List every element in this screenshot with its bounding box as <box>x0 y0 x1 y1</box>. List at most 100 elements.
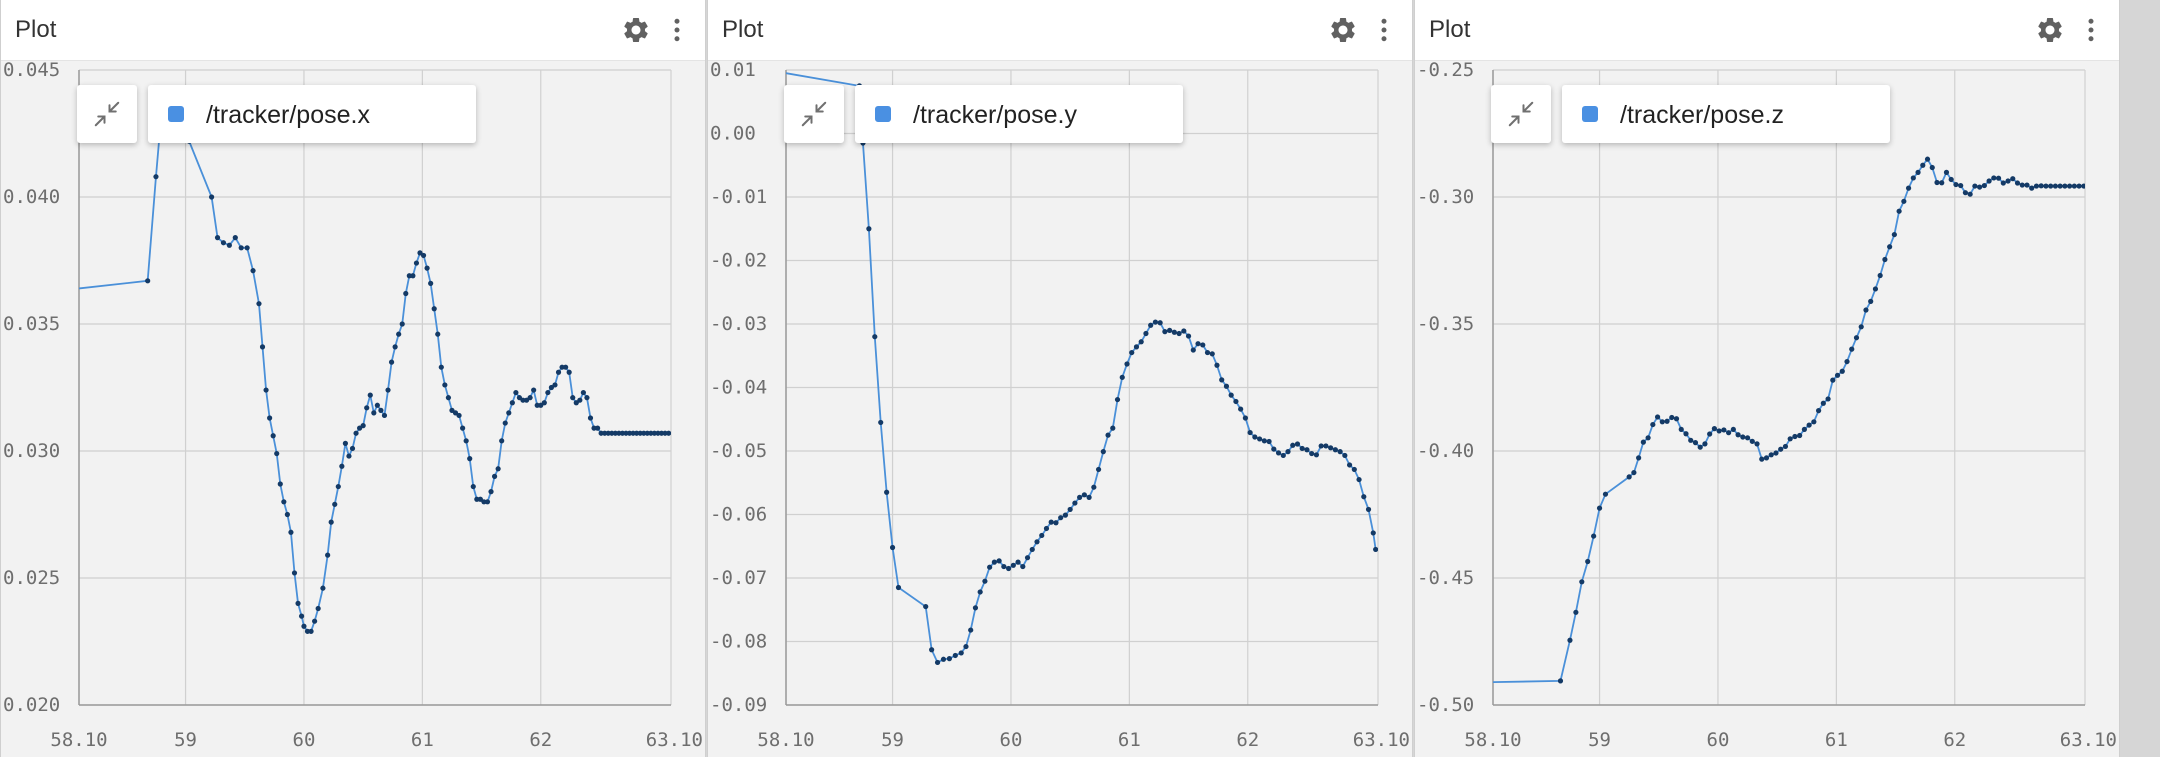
data-point <box>1602 491 1609 497</box>
data-point <box>1152 319 1159 325</box>
data-point <box>2024 182 2030 188</box>
y-tick-label: -0.05 <box>710 440 767 462</box>
data-point <box>1185 333 1192 339</box>
gear-icon[interactable] <box>2035 15 2065 45</box>
data-point <box>1702 441 1708 447</box>
data-point <box>1261 438 1267 444</box>
legend-series-label[interactable]: /tracker/pose.x <box>206 101 370 129</box>
data-point <box>598 430 604 436</box>
data-point <box>1958 182 1964 189</box>
data-point <box>1167 327 1173 333</box>
data-point <box>385 387 391 393</box>
legend-swatch[interactable] <box>1582 106 1598 122</box>
data-point <box>1820 400 1826 406</box>
collapse-legend-button[interactable] <box>77 85 137 143</box>
data-point <box>630 430 636 436</box>
data-point <box>1849 346 1855 352</box>
data-point <box>1285 449 1291 455</box>
data-point <box>1792 433 1798 440</box>
x-tick-label: 60 <box>1707 729 1730 751</box>
data-point <box>577 397 583 403</box>
plot-area[interactable]: -0.50 -0.45 -0.40 -0.35 -0.30 -0.25 58.10 59 60 6… <box>1415 0 2120 757</box>
vertical-dots-icon[interactable] <box>2076 15 2106 45</box>
data-point <box>378 407 384 413</box>
data-point <box>866 226 872 232</box>
data-point <box>1294 441 1301 447</box>
x-tick-label: 63.10 <box>646 729 703 751</box>
data-point <box>587 415 594 421</box>
data-point <box>1072 500 1078 506</box>
data-point <box>1053 520 1059 526</box>
x-tick-label: 61 <box>1118 729 1141 751</box>
data-point <box>1579 579 1585 585</box>
x-tick-label: 58.10 <box>757 729 814 751</box>
data-point <box>420 252 427 259</box>
y-tick-label: 0.020 <box>3 694 60 716</box>
data-point <box>1744 435 1751 441</box>
data-point <box>315 605 321 612</box>
data-point <box>1110 425 1116 431</box>
data-point <box>1557 678 1564 684</box>
panel-header: Plot <box>708 0 1412 61</box>
data-point <box>580 389 586 396</box>
gear-icon[interactable] <box>1328 15 1358 45</box>
data-point <box>534 402 540 408</box>
data-point <box>1048 519 1054 525</box>
data-point <box>1143 330 1149 337</box>
data-point <box>1977 184 1983 190</box>
data-point <box>1228 392 1234 398</box>
vertical-dots-icon[interactable] <box>662 15 692 45</box>
plot-area[interactable]: -0.09 -0.08 -0.07 -0.06 -0.05 -0.04 -0.03 -0.02… <box>708 0 1413 757</box>
plot-area[interactable]: 0.020 0.025 0.030 0.035 0.040 0.045 58.10 59 60 6… <box>1 0 706 757</box>
legend-swatch[interactable] <box>875 106 891 122</box>
collapse-legend-button[interactable] <box>784 85 844 143</box>
data-point <box>274 450 280 457</box>
y-tick-label: 0.040 <box>3 186 60 208</box>
data-point <box>1697 444 1703 450</box>
data-point <box>1953 181 1959 188</box>
panel-title: Plot <box>722 16 764 43</box>
data-point <box>1209 351 1215 357</box>
data-point <box>399 321 405 327</box>
data-point <box>1252 434 1258 440</box>
y-tick-label: 0.045 <box>3 59 60 81</box>
data-point <box>889 544 896 551</box>
data-point <box>1290 442 1296 448</box>
vertical-dots-icon[interactable] <box>1369 15 1399 45</box>
data-point <box>594 425 601 431</box>
data-point <box>1839 368 1845 374</box>
x-tick-label: 59 <box>1588 729 1611 751</box>
data-point <box>1373 546 1378 553</box>
y-tick-label: -0.01 <box>710 186 767 208</box>
data-point <box>2029 185 2035 191</box>
x-tick-label: 62 <box>1943 729 1966 751</box>
y-tick-label: 0.00 <box>710 123 756 145</box>
data-point <box>1887 244 1893 250</box>
data-point <box>1858 324 1864 330</box>
data-point <box>406 273 412 279</box>
data-point <box>263 387 269 393</box>
legend-series-label[interactable]: /tracker/pose.y <box>913 101 1077 129</box>
legend-swatch[interactable] <box>168 106 184 122</box>
data-point <box>570 395 576 401</box>
data-point <box>872 334 878 340</box>
data-point <box>481 499 487 505</box>
series-line <box>1493 157 2084 684</box>
data-point <box>605 430 611 436</box>
data-point <box>1086 494 1092 500</box>
legend-series-label[interactable]: /tracker/pose.z <box>1620 101 1784 129</box>
x-tick-label: 59 <box>881 729 904 751</box>
data-point <box>1853 335 1860 341</box>
collapse-legend-button[interactable] <box>1491 85 1551 143</box>
data-point <box>1943 169 1950 175</box>
data-point <box>1323 443 1329 449</box>
data-point <box>277 481 283 487</box>
data-point <box>1280 452 1286 459</box>
gear-icon[interactable] <box>621 15 651 45</box>
data-point <box>388 359 395 365</box>
data-point <box>332 501 338 507</box>
x-tick-label: 58.10 <box>1464 729 1521 751</box>
data-point <box>878 419 884 426</box>
data-point <box>295 600 301 607</box>
plot-panel: Plot -0.50 -0.45 -0.40 -0.35 -0.30 -0.25 58.10… <box>1414 0 2120 757</box>
